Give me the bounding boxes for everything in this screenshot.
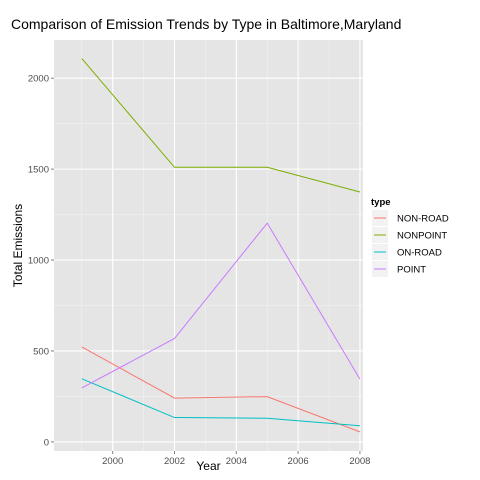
chart-title: Comparison of Emission Trends by Type in… xyxy=(11,16,401,32)
x-tick-label: 2008 xyxy=(349,456,370,467)
y-axis-title: Total Emissions xyxy=(11,204,25,287)
x-tick-label: 2002 xyxy=(164,456,185,467)
series-layer xyxy=(81,58,361,433)
y-tick-label: 0 xyxy=(44,437,49,448)
legend-title: type xyxy=(371,197,391,208)
y-tick-label: 2000 xyxy=(28,74,49,85)
legend-label-on-road: ON-ROAD xyxy=(397,248,442,259)
grid-layer xyxy=(54,40,363,451)
x-tick-label: 2004 xyxy=(226,456,247,467)
series-line-nonpoint xyxy=(81,58,361,193)
axis-layer: 2000 2002 2004 2006 2008 0 500 1000 1500 2000 xyxy=(28,74,371,467)
legend-label-non-road: NON-ROAD xyxy=(397,214,449,225)
legend-label-point: POINT xyxy=(397,265,426,276)
series-line-non-road xyxy=(81,346,361,433)
y-tick-label: 1000 xyxy=(28,256,49,267)
legend-label-nonpoint: NONPOINT xyxy=(397,231,447,242)
series-line-on-road xyxy=(81,378,360,427)
x-tick-label: 2006 xyxy=(288,456,309,467)
x-tick-label: 2000 xyxy=(102,456,123,467)
plot-panel xyxy=(54,40,363,451)
x-axis-title: Year xyxy=(196,459,220,473)
series-line-point xyxy=(81,222,361,389)
y-tick-label: 1500 xyxy=(28,165,49,176)
legend: type NON-ROAD NONPOINT ON-ROAD POINT xyxy=(371,197,449,277)
y-tick-label: 500 xyxy=(33,346,49,357)
